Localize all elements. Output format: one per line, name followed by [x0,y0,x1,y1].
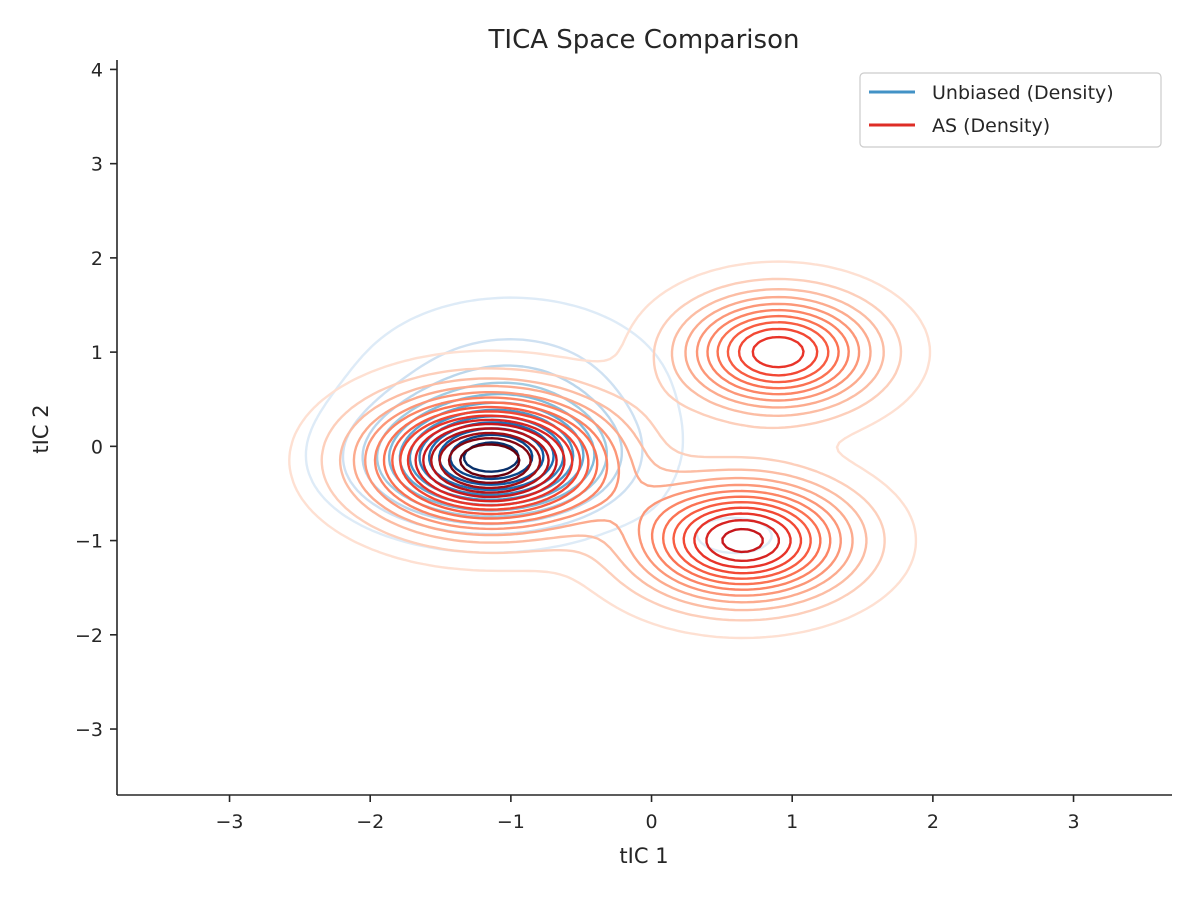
x-axis-ticks: −3 −2 −1 0 1 2 3 [216,795,1080,833]
y-tick-label: 3 [91,154,103,176]
legend-frame [859,72,1162,148]
x-tick-label: −3 [216,811,244,833]
contour-level-3 [338,288,885,612]
y-axis-label: tIC 2 [29,404,53,453]
legend: Unbiased (Density) AS (Density) [859,72,1162,148]
contour-level-1 [288,260,932,640]
x-tick-label: 2 [927,811,939,833]
legend-label-as: AS (Density) [932,115,1050,137]
contour-level-7 [382,314,840,586]
contour-level-14 [438,431,542,490]
y-tick-label: 2 [91,248,103,270]
y-tick-label: 0 [91,436,103,458]
y-tick-label: −2 [75,625,103,647]
x-tick-label: 1 [786,811,798,833]
contour-level-2 [320,277,903,622]
contour-level-11 [414,418,780,562]
contour-layer [288,260,932,640]
contour-level-11 [449,433,534,481]
contour-level-8 [391,321,830,580]
y-tick-label: −3 [75,719,103,741]
contour-level-10 [406,335,805,569]
contour-level-9 [399,327,819,575]
x-tick-label: −1 [497,811,525,833]
y-tick-label: −1 [75,531,103,553]
contour-level-6 [373,308,850,591]
contour-level-16 [459,443,521,478]
contour-series-as [288,260,932,640]
contour-level-12 [422,422,764,554]
y-tick-label: 1 [91,342,103,364]
x-tick-label: 3 [1067,811,1079,833]
x-tick-label: 0 [645,811,657,833]
contour-level-4 [352,295,872,604]
x-tick-label: −2 [356,811,384,833]
chart-title: TICA Space Comparison [488,25,800,55]
plot-area [288,260,932,640]
y-axis-ticks: −3 −2 −1 0 1 2 3 4 [75,59,117,741]
legend-label-unbiased: Unbiased (Density) [932,82,1114,104]
contour-level-13 [430,427,550,494]
contour-level-15 [447,437,532,484]
contour-level-5 [364,302,861,597]
x-axis-label: tIC 1 [619,844,668,868]
y-tick-label: 4 [91,59,103,81]
